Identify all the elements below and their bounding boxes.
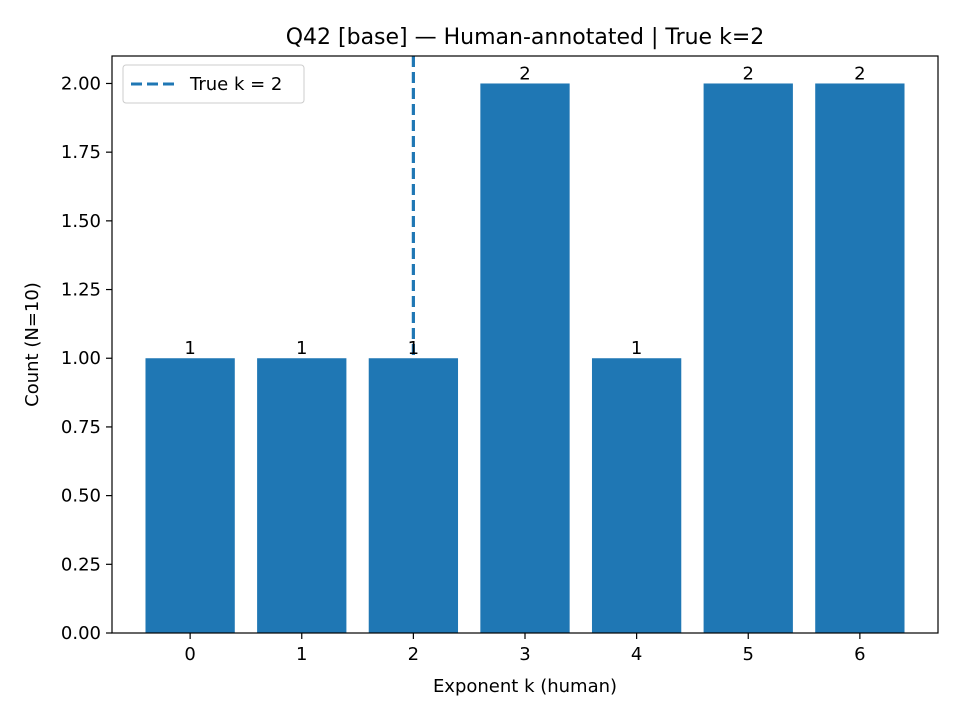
- x-tick-label: 0: [184, 644, 195, 665]
- legend: True k = 2: [122, 64, 305, 104]
- y-tick-label: 1.75: [61, 142, 101, 163]
- x-tick-label: 4: [631, 644, 642, 665]
- bar-3: [480, 83, 570, 633]
- data-label-4: 1: [631, 338, 642, 359]
- data-label-5: 2: [743, 63, 754, 84]
- y-tick-label: 1.00: [61, 348, 101, 369]
- x-axis-label: Exponent k (human): [433, 676, 617, 697]
- data-labels-group: 1 1 1 2 1 2 2: [184, 63, 865, 359]
- bars-group: [145, 83, 905, 633]
- bar-0: [145, 358, 235, 633]
- bar-2: [368, 358, 459, 633]
- x-tick-label: 6: [854, 644, 865, 665]
- y-tick-label: 0.75: [61, 417, 101, 438]
- y-tick-label: 1.50: [61, 211, 101, 232]
- legend-label: True k = 2: [189, 74, 282, 95]
- y-tick-label: 0.50: [61, 486, 101, 507]
- bar-6: [815, 83, 905, 633]
- legend-box: [122, 64, 305, 104]
- x-tick-label: 3: [519, 644, 530, 665]
- x-tick-label: 2: [408, 644, 419, 665]
- y-tick-label: 0.25: [61, 554, 101, 575]
- data-label-0: 1: [184, 338, 195, 359]
- bar-5: [703, 83, 793, 633]
- y-tick-label: 0.00: [61, 623, 101, 644]
- y-tick-label: 2.00: [61, 73, 101, 94]
- bar-1: [257, 358, 347, 633]
- y-axis: 0.00 0.25 0.50 0.75 1.00 1.25 1.50 1.75 2.00: [61, 73, 112, 644]
- data-label-6: 2: [854, 63, 865, 84]
- x-tick-label: 5: [743, 644, 754, 665]
- data-label-3: 2: [519, 63, 530, 84]
- data-label-1: 1: [296, 338, 307, 359]
- y-axis-label: Count (N=10): [22, 282, 43, 407]
- chart-title: Q42 [base] — Human-annotated | True k=2: [286, 25, 765, 50]
- x-axis: 0 1 2 3 4 5 6: [184, 633, 866, 665]
- data-label-2: 1: [408, 338, 419, 359]
- x-tick-label: 1: [296, 644, 307, 665]
- bar-4: [591, 358, 682, 633]
- y-tick-label: 1.25: [61, 280, 101, 301]
